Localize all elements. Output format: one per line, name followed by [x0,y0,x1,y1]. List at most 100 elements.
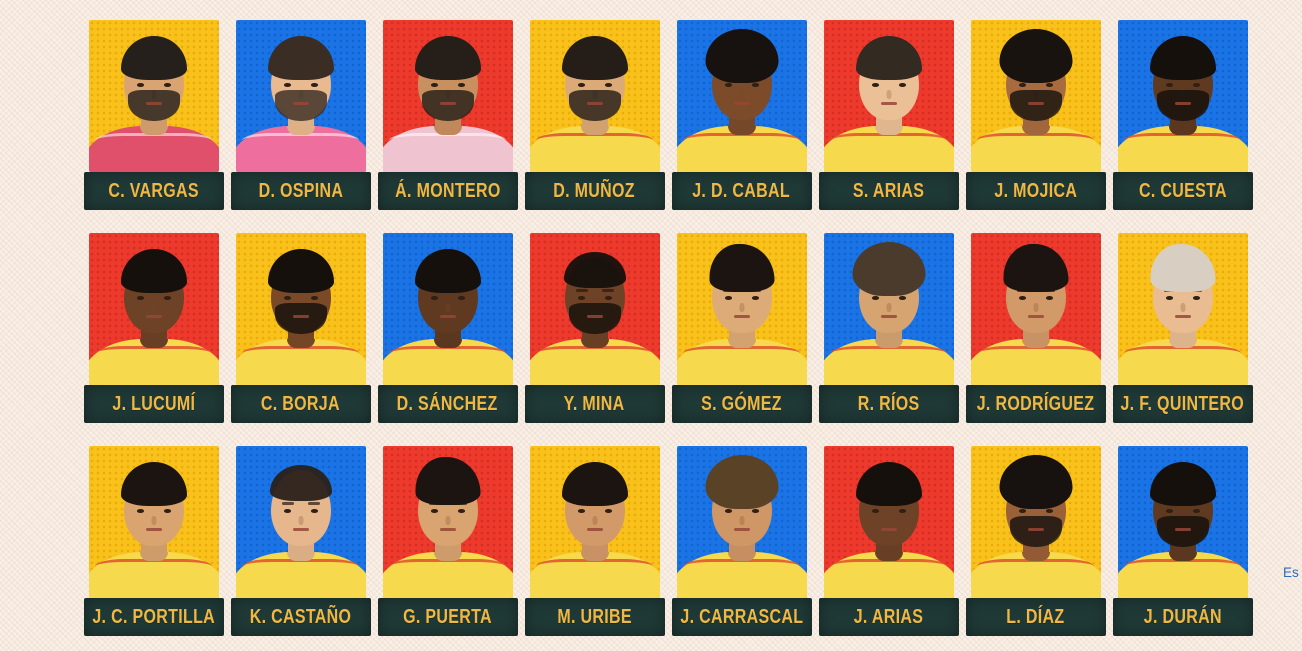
jersey [235,552,366,598]
player-photo [676,20,807,172]
jersey [676,339,807,385]
truncated-link[interactable]: Es [1283,565,1299,580]
player-name: S. ARIAS [852,179,925,202]
player-card: J. ARIAS [818,446,959,636]
hair [414,249,481,293]
player-name: S. GÓMEZ [701,392,782,415]
nose [739,90,744,99]
player-card: L. DÍAZ [965,446,1106,636]
player-card: D. SÁNCHEZ [377,233,518,423]
player-photo [823,20,954,172]
player-card: Á. MONTERO [377,20,518,210]
eye [577,509,585,513]
eye [871,296,879,300]
hair [855,36,922,80]
player-card: J. RODRÍGUEZ [965,233,1106,423]
player-photo [1117,233,1248,385]
eye [310,296,318,300]
player-photo [823,446,954,598]
player-photo [235,20,366,172]
mouth [292,315,309,318]
beard [568,90,621,121]
player-name-plate: J. CARRASCAL [671,598,812,636]
nose [886,90,891,99]
player-name: J. F. QUINTERO [1120,392,1245,415]
player-name-plate: R. RÍOS [818,385,959,423]
mouth [439,315,456,318]
player-name-plate: M. URIBE [524,598,665,636]
mouth [586,528,603,531]
mouth [1027,102,1044,105]
player-photo [529,20,660,172]
player-name-plate: G. PUERTA [377,598,518,636]
player-name: J. CARRASCAL [680,605,803,628]
hair [561,462,628,506]
mouth [292,102,309,105]
mouth [1027,528,1044,531]
hair [999,29,1072,83]
eye [1165,296,1173,300]
eyebrow [601,289,614,292]
player-name: Á. MONTERO [394,179,501,202]
mouth [145,102,162,105]
player-name-plate: J. F. QUINTERO [1112,385,1253,423]
beard [1009,516,1062,547]
hair [1003,244,1068,292]
player-name: L. DÍAZ [1006,605,1065,628]
hair [852,242,925,296]
beard [1009,90,1062,121]
player-photo [235,446,366,598]
player-card: D. OSPINA [230,20,371,210]
hair [269,465,332,501]
eye [136,83,144,87]
player-photo [529,233,660,385]
player-photo [382,233,513,385]
hair [561,36,628,80]
jersey [382,552,513,598]
player-name: C. BORJA [260,392,341,415]
player-card: J. F. QUINTERO [1112,233,1253,423]
nose [1180,303,1185,312]
hair [120,249,187,293]
eye [577,296,585,300]
eye [898,509,906,513]
player-name: C. VARGAS [108,179,199,202]
eye [871,509,879,513]
jersey [529,552,660,598]
hair [563,252,626,288]
eye [430,83,438,87]
mouth [1027,315,1044,318]
mouth [145,528,162,531]
eyebrow [307,502,320,505]
eye [1165,509,1173,513]
player-photo [676,446,807,598]
player-name-plate: Á. MONTERO [377,172,518,210]
eye [751,509,759,513]
beard [1156,90,1209,121]
player-name-plate: J. MOJICA [965,172,1106,210]
mouth [145,315,162,318]
hair [855,462,922,506]
player-name: J. LUCUMÍ [112,392,195,415]
player-card: J. C. PORTILLA [83,446,224,636]
eye [724,83,732,87]
player-name: D. OSPINA [258,179,343,202]
mouth [880,528,897,531]
player-name-plate: J. LUCUMÍ [83,385,224,423]
player-name: J. DURÁN [1143,605,1222,628]
player-card: R. RÍOS [818,233,959,423]
nose [445,303,450,312]
mouth [733,315,750,318]
player-photo [382,20,513,172]
player-card: S. ARIAS [818,20,959,210]
mouth [1174,102,1191,105]
jersey [529,339,660,385]
beard [421,90,474,121]
jersey [676,552,807,598]
hair [1149,462,1216,506]
jersey [235,339,366,385]
nose [151,516,156,525]
beard [568,303,621,334]
eye [724,509,732,513]
eye [724,296,732,300]
